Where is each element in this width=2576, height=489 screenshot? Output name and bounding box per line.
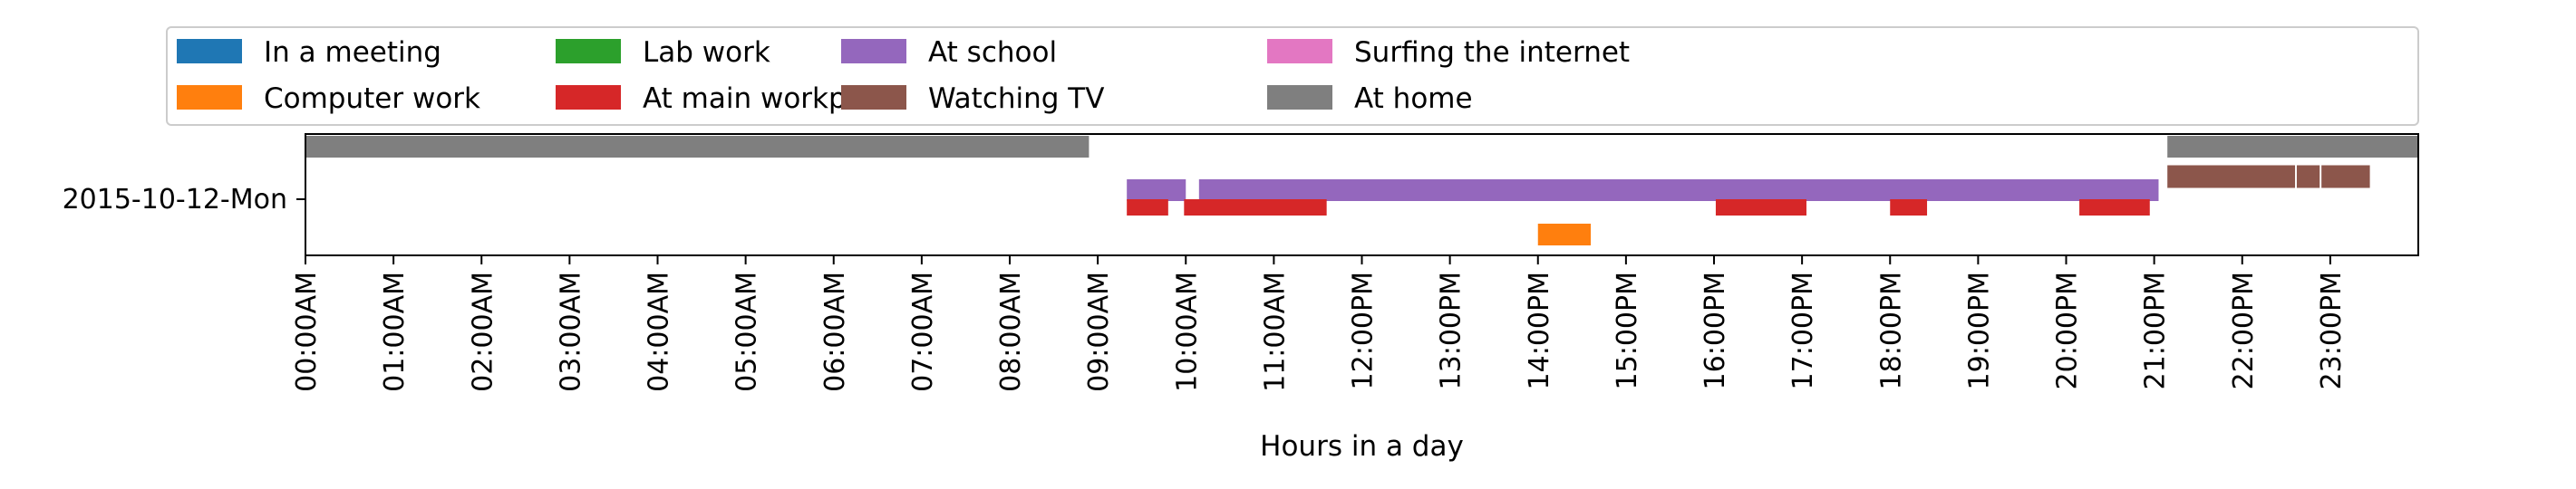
legend-swatch-at-school	[841, 39, 906, 63]
bar-at-main-workplace	[2079, 199, 2150, 216]
y-tick-label: 2015-10-12-Mon	[63, 184, 287, 216]
legend-swatch-at-main-workplace	[556, 85, 621, 110]
legend-label-at-school: At school	[928, 36, 1057, 69]
bar-at-main-workplace	[1715, 199, 1806, 216]
x-tick-label: 07:00AM	[907, 272, 939, 392]
x-tick-label: 02:00AM	[467, 272, 499, 392]
x-tick-label: 13:00PM	[1436, 272, 1467, 389]
bar-at-home	[305, 136, 1089, 158]
x-tick-label: 10:00AM	[1171, 272, 1203, 392]
bars-layer	[305, 136, 2418, 245]
bar-at-main-workplace	[1127, 199, 1168, 216]
x-tick-label: 23:00PM	[2316, 272, 2348, 389]
x-tick-label: 19:00PM	[1963, 272, 1995, 389]
legend-swatch-watching-tv	[841, 85, 906, 110]
x-tick-label: 01:00AM	[379, 272, 411, 392]
x-tick-label: 08:00AM	[995, 272, 1027, 392]
bar-at-school	[1198, 179, 2159, 201]
x-tick-label: 14:00PM	[1524, 272, 1555, 389]
legend-swatch-computer-work	[177, 85, 242, 110]
y-axis: 2015-10-12-Mon	[63, 184, 305, 216]
x-tick-label: 22:00PM	[2228, 272, 2260, 389]
legend-box	[166, 26, 2419, 126]
x-tick-label: 11:00AM	[1259, 272, 1291, 392]
legend-swatch-surfing-the-internet	[1267, 39, 1332, 63]
bar-computer-work	[1537, 224, 1592, 245]
legend-swatch-at-home	[1267, 85, 1332, 110]
legend-label-lab-work: Lab work	[643, 36, 770, 69]
bar-watching-tv	[2167, 165, 2296, 188]
bar-watching-tv	[2296, 165, 2320, 188]
x-tick-label: 17:00PM	[1787, 272, 1819, 389]
bar-at-main-workplace	[1184, 199, 1327, 216]
bar-watching-tv	[2321, 165, 2370, 188]
x-tick-label: 09:00AM	[1083, 272, 1115, 392]
x-tick-label: 12:00PM	[1348, 272, 1380, 389]
x-tick-label: 06:00AM	[819, 272, 851, 392]
legend-swatch-lab-work	[556, 39, 621, 63]
bar-at-main-workplace	[1890, 199, 1928, 216]
legend-swatch-in-a-meeting	[177, 39, 242, 63]
bar-at-home	[2167, 136, 2418, 158]
legend-label-in-a-meeting: In a meeting	[264, 36, 441, 69]
x-tick-label: 03:00AM	[555, 272, 586, 392]
legend-label-computer-work: Computer work	[264, 82, 480, 115]
x-tick-label: 04:00AM	[644, 272, 675, 392]
x-axis-label: Hours in a day	[1260, 430, 1464, 463]
bar-at-school	[1127, 179, 1186, 201]
legend-label-surfing-the-internet: Surfing the internet	[1354, 36, 1630, 69]
x-tick-label: 20:00PM	[2052, 272, 2084, 389]
x-tick-label: 18:00PM	[1875, 272, 1907, 389]
legend-label-watching-tv: Watching TV	[928, 82, 1104, 115]
x-axis: 00:00AM 01:00AM 02:00AM 03:00AM 04:00AM 05:00…	[291, 255, 2348, 392]
x-tick-label: 16:00PM	[1700, 272, 1731, 389]
x-tick-label: 21:00PM	[2140, 272, 2172, 389]
x-tick-label: 00:00AM	[291, 272, 323, 392]
x-tick-label: 05:00AM	[731, 272, 763, 392]
legend-label-at-home: At home	[1354, 82, 1473, 115]
x-tick-label: 15:00PM	[1612, 272, 1643, 389]
